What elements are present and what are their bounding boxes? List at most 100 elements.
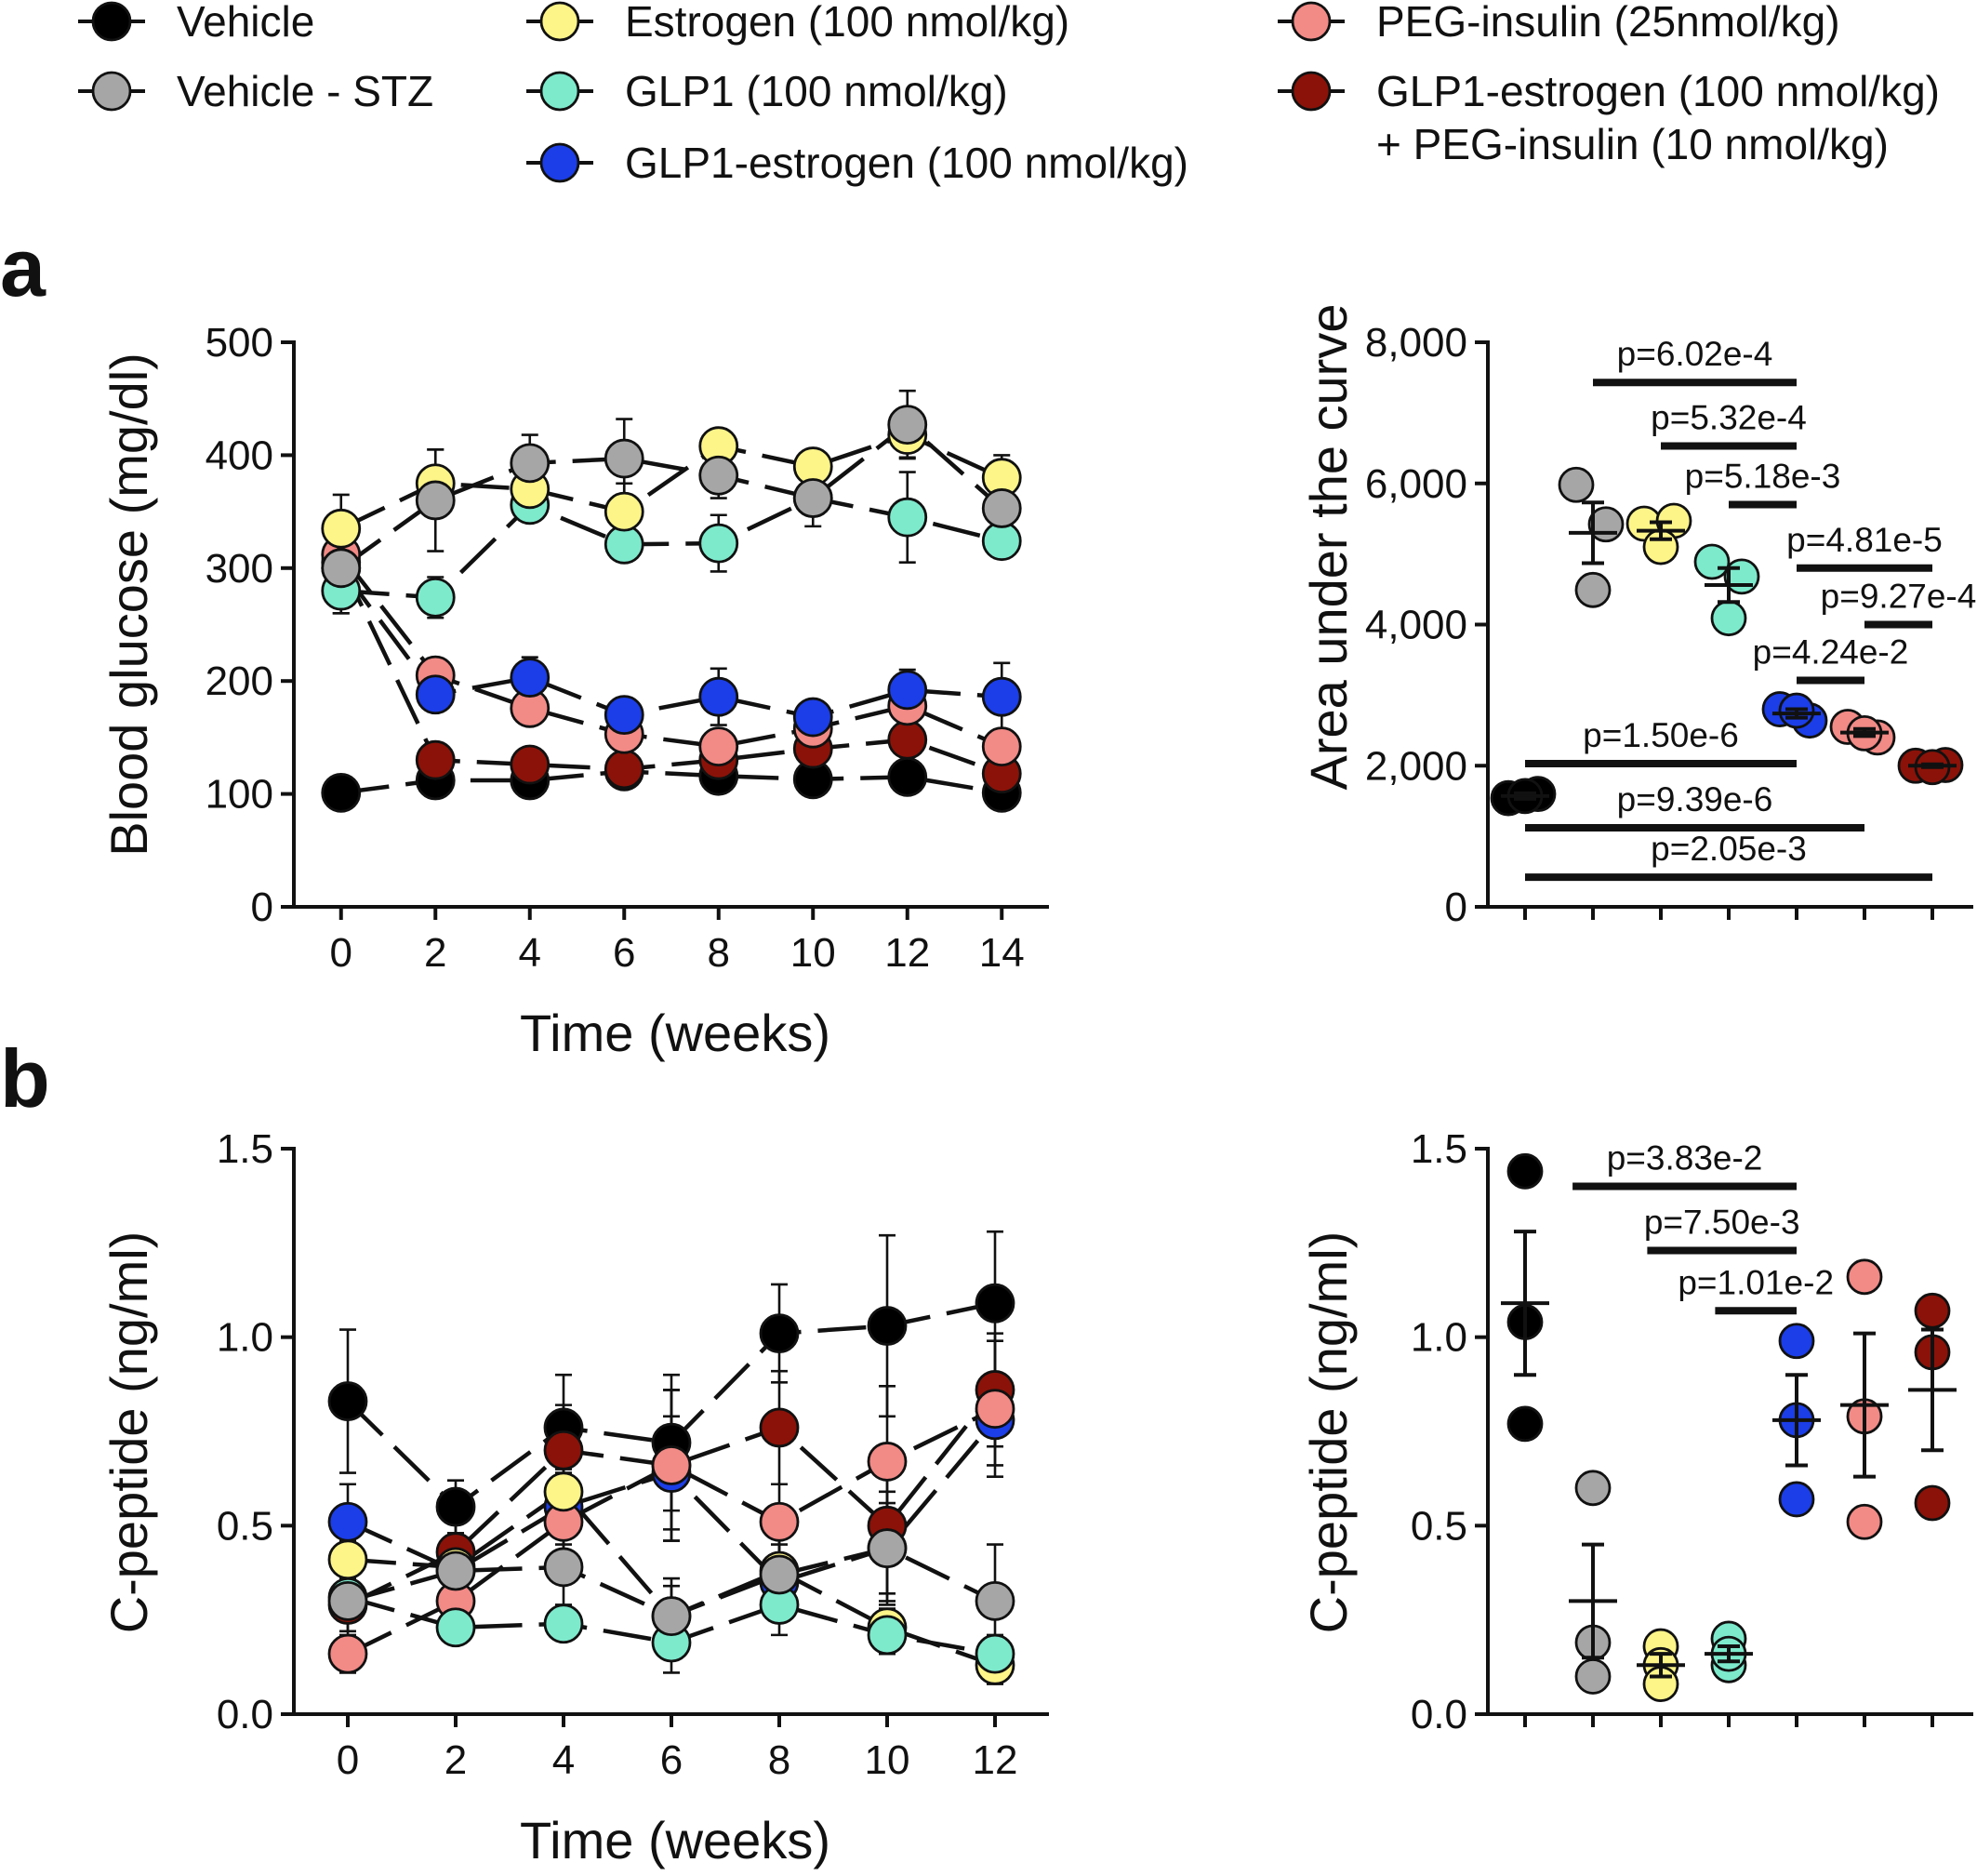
data-point-glp1 (1710, 600, 1747, 637)
p-value-label: p=6.02e-4 (1617, 335, 1773, 373)
legend-marker-vehicle_stz (91, 71, 132, 112)
data-point-glp1_estrogen (510, 658, 551, 698)
legend-marker-glp1_estrogen_peg (1291, 71, 1332, 112)
chart-b-c-peptide-endpoint: 0.0 0.5 1.0 1.5 p=3.83e-2 p=7.50e-3 p=1.01e-2 (1411, 1126, 1973, 1737)
data-point-vehicle_stz (792, 478, 833, 518)
data-point-vehicle_stz (1574, 1470, 1612, 1507)
data-point-peg_insulin (981, 726, 1022, 767)
data-point-estrogen (543, 1471, 584, 1512)
x-tick-label: 10 (865, 1737, 910, 1783)
data-point-vehicle_stz (604, 438, 644, 479)
data-point-vehicle_stz (321, 548, 362, 589)
data-point-vehicle_stz (510, 443, 551, 484)
data-point-vehicle_stz (543, 1547, 584, 1588)
y-tick-label: 1.0 (217, 1315, 273, 1361)
data-point-glp1 (867, 1615, 908, 1656)
data-point-vehicle_stz (327, 1581, 368, 1621)
y-tick-label: 100 (206, 772, 273, 818)
x-tick-label: 2 (424, 930, 446, 976)
x-tick-label: 8 (768, 1737, 790, 1783)
p-value-label: p=7.50e-3 (1644, 1203, 1800, 1241)
legend-label-estrogen: Estrogen (100 nmol/kg) (625, 0, 1069, 46)
legend-marker-vehicle (91, 1, 132, 42)
data-point-estrogen (321, 508, 362, 549)
a-time-ylabel: Blood glucose (mg/dl) (100, 353, 158, 857)
data-point-glp1_estrogen (415, 674, 456, 715)
data-point-glp1_estrogen_peg (887, 719, 928, 760)
data-point-vehicle (321, 772, 362, 813)
p-value-label: p=5.18e-3 (1685, 458, 1841, 496)
data-point-glp1_estrogen (1778, 1323, 1815, 1360)
a-time-xlabel: Time (weeks) (520, 1004, 830, 1062)
p-value-label: p=5.32e-4 (1651, 399, 1807, 437)
data-point-vehicle_stz (975, 1581, 1015, 1621)
data-point-estrogen (604, 491, 644, 532)
b-time-xlabel: Time (weeks) (520, 1811, 830, 1869)
data-point-vehicle (759, 1313, 800, 1354)
b-endpoint-ylabel: C-peptide (ng/ml) (1299, 1231, 1358, 1634)
a-auc-ylabel: Area under the curve (1299, 304, 1358, 791)
data-point-peg_insulin (759, 1501, 800, 1542)
data-point-glp1_estrogen (981, 676, 1022, 717)
data-point-vehicle_stz (415, 480, 456, 521)
y-tick-label: 0.5 (217, 1503, 273, 1549)
chart-b-c-peptide: 0.0 0.5 1.0 1.5 0 2 4 6 8 10 12 (217, 1126, 1049, 1783)
legend-label-peg_insulin: PEG-insulin (25nmol/kg) (1376, 0, 1840, 46)
x-tick-label: 12 (884, 930, 930, 976)
data-point-vehicle (435, 1486, 476, 1527)
data-point-glp1 (543, 1603, 584, 1644)
y-tick-label: 500 (206, 320, 273, 366)
panel-label-a: a (0, 221, 46, 313)
data-point-peg_insulin (975, 1389, 1015, 1430)
legend-label-vehicle_stz: Vehicle - STZ (177, 67, 433, 115)
legend-label-glp1_estrogen: GLP1-estrogen (100 nmol/kg) (625, 139, 1188, 187)
x-tick-label: 12 (973, 1737, 1018, 1783)
data-point-vehicle_stz (981, 488, 1022, 528)
data-point-vehicle_stz (435, 1550, 476, 1591)
data-point-glp1_estrogen_peg (759, 1407, 800, 1448)
data-point-glp1_estrogen_peg (1914, 1484, 1951, 1522)
x-tick-label: 6 (660, 1737, 683, 1783)
y-tick-label: 6,000 (1365, 461, 1467, 507)
data-point-vehicle (887, 756, 928, 797)
x-tick-label: 10 (790, 930, 836, 976)
data-point-glp1_estrogen_peg (415, 739, 456, 780)
legend-marker-glp1 (539, 71, 580, 112)
data-point-peg_insulin (651, 1445, 692, 1485)
y-tick-label: 0 (1445, 885, 1467, 930)
p-value-label: p=1.01e-2 (1678, 1263, 1834, 1301)
p-value-label: p=3.83e-2 (1607, 1139, 1763, 1177)
data-point-vehicle_stz (1574, 571, 1612, 608)
data-point-glp1 (975, 1633, 1015, 1674)
data-point-vehicle (1506, 1405, 1544, 1443)
data-point-glp1 (1693, 543, 1731, 580)
data-point-peg_insulin (1846, 1503, 1883, 1540)
legend-marker-glp1_estrogen (539, 142, 580, 183)
y-tick-label: 300 (206, 546, 273, 592)
legend-label-glp1_estrogen_peg: GLP1-estrogen (100 nmol/kg) (1376, 67, 1940, 115)
data-point-glp1_estrogen (327, 1501, 368, 1542)
y-tick-label: 4,000 (1365, 603, 1467, 648)
data-point-glp1_estrogen (1778, 1481, 1815, 1518)
legend-marker-peg_insulin (1291, 1, 1332, 42)
panel-label-b: b (0, 1032, 50, 1124)
data-point-peg_insulin (698, 726, 739, 767)
data-point-glp1 (435, 1607, 476, 1648)
data-point-glp1_estrogen_peg (510, 744, 551, 785)
data-point-vehicle_stz (887, 405, 928, 446)
x-tick-label: 8 (708, 930, 730, 976)
y-tick-label: 1.5 (217, 1126, 273, 1172)
x-tick-label: 6 (613, 930, 635, 976)
data-point-glp1_estrogen (604, 695, 644, 736)
data-point-glp1 (698, 523, 739, 564)
y-tick-label: 8,000 (1365, 320, 1467, 366)
data-point-vehicle (1506, 1152, 1544, 1190)
y-tick-label: 1.0 (1411, 1315, 1467, 1361)
y-tick-label: 0.5 (1411, 1503, 1467, 1549)
p-value-label: p=2.05e-3 (1651, 830, 1807, 868)
p-value-label: p=4.24e-2 (1753, 632, 1909, 671)
data-point-glp1_estrogen (792, 697, 833, 738)
data-point-vehicle_stz (867, 1528, 908, 1569)
data-point-glp1_estrogen_peg (1914, 1292, 1951, 1329)
x-tick-label: 0 (330, 930, 352, 976)
